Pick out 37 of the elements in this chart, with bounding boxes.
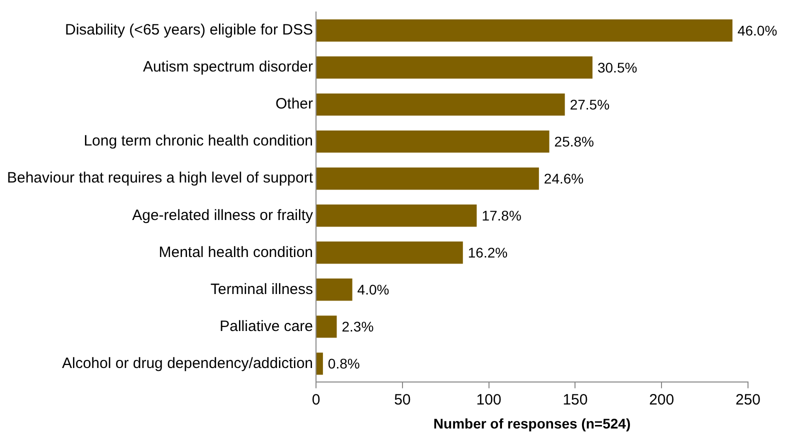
annotation: 27.5% [570, 96, 610, 112]
annotation: 46.0% [737, 22, 778, 38]
x-axis-title: Number of responses (n=524) [433, 415, 631, 432]
y-tick-label: Alcohol or drug dependency/addiction [62, 354, 314, 372]
annotation: 17.8% [482, 207, 522, 224]
annotation: 0.8% [328, 356, 360, 372]
y-tick-label: Other [276, 96, 314, 113]
y-tick-label: Age-related illness or frailty [132, 206, 314, 224]
x-tick-label: 0 [312, 391, 320, 408]
bar [316, 93, 565, 116]
annotation: 25.8% [554, 133, 594, 150]
x-tick-label: 200 [649, 391, 674, 408]
y-tick-label: Behaviour that requires a high level of support [6, 170, 314, 187]
x-tick-label: 150 [562, 391, 588, 408]
y-tick-label: Autism spectrum disorder [142, 58, 314, 76]
bar [316, 19, 732, 42]
annotation: 30.5% [597, 59, 638, 76]
y-tick-label: Mental health condition [158, 244, 314, 261]
bar [316, 316, 337, 338]
bar [316, 204, 477, 227]
bar [316, 56, 592, 79]
x-tick-label: 250 [735, 391, 761, 408]
y-tick-label: Long term chronic health condition [84, 132, 314, 150]
y-tick-label: Palliative care [220, 318, 314, 335]
annotation: 24.6% [544, 170, 584, 186]
bar [316, 167, 539, 190]
annotation: 4.0% [357, 282, 390, 298]
bar [316, 352, 323, 375]
annotation: 2.3% [342, 318, 374, 335]
x-tick-label: 50 [394, 391, 411, 408]
bar [316, 278, 352, 301]
x-tick-label: 100 [476, 391, 502, 408]
bar [316, 130, 550, 153]
bar [316, 242, 463, 264]
annotation: 16.2% [468, 244, 508, 260]
y-tick-label: Terminal illness [210, 280, 314, 298]
y-tick-label: Disability (<65 years) eligible for DSS [65, 22, 314, 39]
